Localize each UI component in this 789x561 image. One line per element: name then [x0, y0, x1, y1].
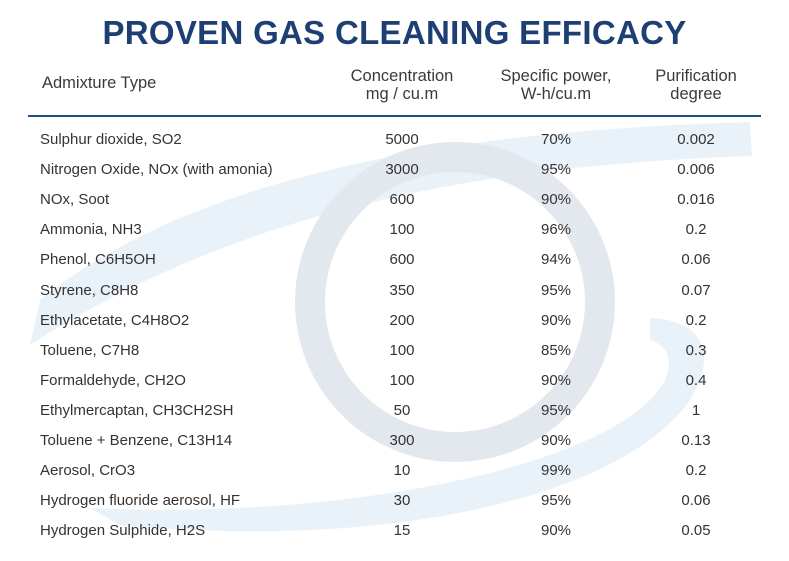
purification-cell: 0.4 — [685, 371, 707, 389]
header-divider — [28, 115, 761, 117]
table-row: Phenol, C6H5OH 600 94% 0.06 — [0, 245, 789, 275]
purification-cell: 0.13 — [681, 432, 711, 449]
concentration-cell: 30 — [393, 492, 411, 510]
concentration-cell: 350 — [389, 281, 415, 299]
specific-power-cell: 95% — [540, 161, 572, 179]
header-concentration: Concentration mg / cu.m — [336, 67, 468, 103]
table-row: Styrene, C8H8 350 95% 0.07 — [0, 276, 789, 306]
header-purification-degree: Purification degree — [636, 67, 756, 103]
table-row: Ethylacetate, C4H8O2 200 90% 0.2 — [0, 306, 789, 336]
admixture-name-cell: Styrene, C8H8 — [40, 281, 139, 299]
table-row: Formaldehyde, CH2O 100 90% 0.4 — [0, 366, 789, 396]
specific-power-cell: 70% — [540, 131, 572, 148]
specific-power-cell: 90% — [540, 522, 572, 540]
concentration-cell: 100 — [389, 221, 415, 239]
table-row: Ammonia, NH3 100 96% 0.2 — [0, 215, 789, 245]
admixture-name-cell: Hydrogen fluoride aerosol, HF — [40, 492, 241, 510]
header-line: degree — [670, 85, 722, 103]
concentration-cell: 600 — [389, 191, 415, 209]
table-row: Hydrogen fluoride aerosol, HF 30 95% 0.06 — [0, 486, 789, 516]
concentration-cell: 10 — [393, 462, 411, 480]
specific-power-cell: 95% — [540, 281, 572, 299]
swoosh-band-bottom-icon — [90, 318, 705, 532]
admixture-name-cell: Nitrogen Oxide, NOx (with amonia) — [40, 161, 273, 179]
purification-cell: 0.05 — [681, 522, 711, 540]
admixture-name-cell: Ammonia, NH3 — [40, 221, 142, 239]
concentration-cell: 200 — [389, 311, 415, 329]
purification-cell: 1 — [691, 401, 701, 419]
purification-cell: 0.06 — [681, 251, 711, 269]
purification-cell: 0.2 — [685, 462, 707, 480]
header-line: mg / cu.m — [365, 85, 439, 103]
header-specific-power: Specific power, W-h/cu.m — [486, 67, 626, 103]
table-row: Toluene + Benzene, C13H14 300 90% 0.13 — [0, 426, 789, 456]
admixture-name-cell: Ethylacetate, C4H8O2 — [40, 311, 190, 329]
admixture-name-cell: Phenol, C6H5OH — [40, 251, 156, 269]
table-row: Ethylmercaptan, CH3CH2SH 50 95% 1 — [0, 396, 789, 426]
purification-cell: 0.006 — [677, 161, 715, 179]
admixture-name-cell: Hydrogen Sulphide, H2S — [40, 522, 206, 540]
specific-power-cell: 85% — [540, 341, 572, 359]
purification-cell: 0.002 — [677, 131, 715, 148]
purification-cell: 0.3 — [685, 341, 707, 359]
table-row: NOx, Soot 600 90% 0.016 — [0, 185, 789, 215]
specific-power-cell: 96% — [540, 221, 572, 239]
purification-cell: 0.016 — [677, 191, 715, 209]
table-row: Sulphur dioxide, SO2 5000 70% 0.002 — [0, 125, 789, 155]
header-line: Admixture Type — [42, 74, 157, 92]
purification-cell: 0.2 — [685, 311, 707, 329]
concentration-cell: 100 — [389, 341, 415, 359]
header-line: Purification — [655, 67, 737, 85]
header-line: W-h/cu.m — [520, 85, 592, 103]
table-row: Toluene, C7H8 100 85% 0.3 — [0, 336, 789, 366]
watermark-ring-icon — [295, 142, 615, 462]
specific-power-cell: 95% — [540, 401, 572, 419]
concentration-cell: 300 — [389, 432, 415, 449]
specific-power-cell: 90% — [540, 432, 572, 449]
admixture-name-cell: Toluene, C7H8 — [40, 341, 140, 359]
specific-power-cell: 90% — [540, 311, 572, 329]
purification-cell: 0.2 — [685, 221, 707, 239]
purification-cell: 0.07 — [681, 281, 711, 299]
table-row: Aerosol, CrO3 10 99% 0.2 — [0, 456, 789, 486]
header-admixture-type: Admixture Type — [42, 74, 156, 92]
chart-title: PROVEN GAS CLEANING EFFICACY — [102, 14, 687, 51]
specific-power-cell: 95% — [540, 492, 572, 510]
purification-cell: 0.06 — [681, 492, 711, 510]
header-line: Specific power, — [500, 67, 612, 85]
admixture-name-cell: Aerosol, CrO3 — [40, 462, 136, 480]
header-line: Concentration — [350, 67, 454, 85]
admixture-name-cell: Sulphur dioxide, SO2 — [40, 131, 182, 148]
concentration-cell: 100 — [389, 371, 415, 389]
table-row: Hydrogen Sulphide, H2S 15 90% 0.05 — [0, 516, 789, 546]
concentration-cell: 15 — [393, 522, 411, 540]
specific-power-cell: 90% — [540, 371, 572, 389]
table-row: Nitrogen Oxide, NOx (with amonia) 3000 95%… — [0, 155, 789, 185]
concentration-cell: 5000 — [385, 131, 419, 148]
admixture-name-cell: Ethylmercaptan, CH3CH2SH — [40, 401, 234, 419]
admixture-name-cell: Toluene + Benzene, C13H14 — [40, 432, 233, 449]
concentration-cell: 600 — [389, 251, 415, 269]
specific-power-cell: 94% — [540, 251, 572, 269]
concentration-cell: 3000 — [385, 161, 419, 179]
specific-power-cell: 90% — [540, 191, 572, 209]
concentration-cell: 50 — [393, 401, 411, 419]
specific-power-cell: 99% — [540, 462, 572, 480]
admixture-name-cell: NOx, Soot — [40, 191, 110, 209]
admixture-name-cell: Formaldehyde, CH2O — [40, 371, 186, 389]
